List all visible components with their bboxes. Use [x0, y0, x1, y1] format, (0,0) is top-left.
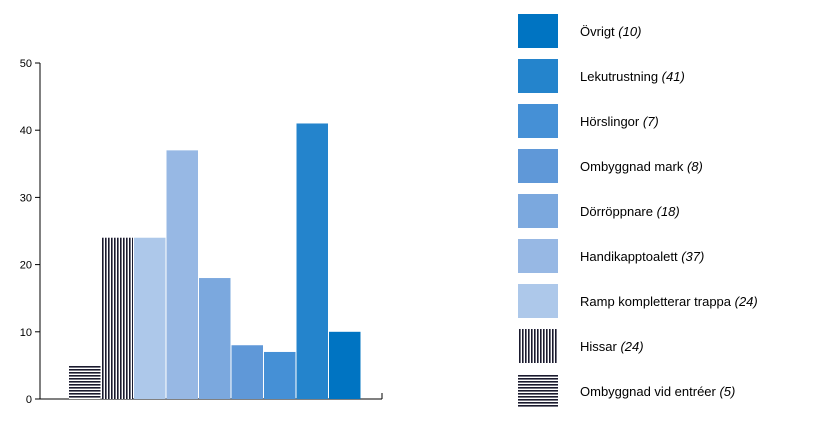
legend-name: Hissar — [580, 339, 620, 354]
bar — [134, 237, 166, 399]
legend-name: Ombyggnad vid entréer — [580, 384, 719, 399]
legend-name: Ramp kompletterar trappa — [580, 294, 735, 309]
legend-swatch — [518, 284, 558, 318]
legend-swatch — [518, 239, 558, 273]
legend-label: Lekutrustning (41) — [580, 69, 685, 84]
legend-item: Ombyggnad mark (8) — [518, 149, 703, 183]
bar — [231, 345, 263, 399]
legend-item: Lekutrustning (41) — [518, 59, 685, 93]
legend-item: Hörslingor (7) — [518, 104, 659, 138]
y-tick-label: 40 — [20, 125, 32, 137]
legend-swatch — [518, 194, 558, 228]
bar — [296, 123, 328, 399]
legend-name: Hörslingor — [580, 114, 643, 129]
legend-swatch — [518, 329, 558, 363]
legend-name: Övrigt — [580, 24, 618, 39]
y-tick-label: 10 — [20, 327, 32, 339]
bar — [166, 150, 198, 399]
legend: Övrigt (10) Lekutrustning (41) Hörslingor … — [518, 14, 758, 408]
y-tick-label: 30 — [20, 192, 32, 204]
bar — [101, 237, 133, 399]
legend-name: Handikapptoalett — [580, 249, 681, 264]
legend-count: (5) — [719, 384, 735, 399]
legend-swatch — [518, 14, 558, 48]
bar — [69, 365, 101, 399]
legend-label: Ramp kompletterar trappa (24) — [580, 294, 758, 309]
legend-item: Hissar (24) — [518, 329, 644, 363]
y-tick-label: 0 — [26, 394, 32, 406]
legend-label: Dörröppnare (18) — [580, 204, 680, 219]
bars — [69, 123, 361, 399]
legend-label: Hissar (24) — [580, 339, 644, 354]
legend-label: Ombyggnad vid entréer (5) — [580, 384, 735, 399]
bar — [264, 351, 296, 399]
legend-swatch — [518, 104, 558, 138]
legend-count: (10) — [618, 24, 641, 39]
y-tick-label: 20 — [20, 260, 32, 272]
legend-item: Övrigt (10) — [518, 14, 641, 48]
legend-count: (24) — [620, 339, 643, 354]
legend-swatch — [518, 374, 558, 408]
legend-item: Ramp kompletterar trappa (24) — [518, 284, 758, 318]
legend-label: Handikapptoalett (37) — [580, 249, 704, 264]
y-tick-label: 50 — [20, 58, 32, 70]
legend-item: Ombyggnad vid entréer (5) — [518, 374, 735, 408]
legend-label: Hörslingor (7) — [580, 114, 659, 129]
legend-count: (41) — [662, 69, 685, 84]
legend-count: (24) — [735, 294, 758, 309]
legend-swatch — [518, 59, 558, 93]
legend-count: (37) — [681, 249, 704, 264]
legend-count: (18) — [657, 204, 680, 219]
legend-item: Dörröppnare (18) — [518, 194, 680, 228]
legend-count: (7) — [643, 114, 659, 129]
legend-swatch — [518, 149, 558, 183]
legend-label: Ombyggnad mark (8) — [580, 159, 703, 174]
legend-name: Lekutrustning — [580, 69, 662, 84]
legend-name: Ombyggnad mark — [580, 159, 687, 174]
bar — [199, 278, 231, 399]
legend-label: Övrigt (10) — [580, 24, 641, 39]
legend-item: Handikapptoalett (37) — [518, 239, 704, 273]
legend-name: Dörröppnare — [580, 204, 657, 219]
legend-count: (8) — [687, 159, 703, 174]
bar — [329, 331, 361, 399]
